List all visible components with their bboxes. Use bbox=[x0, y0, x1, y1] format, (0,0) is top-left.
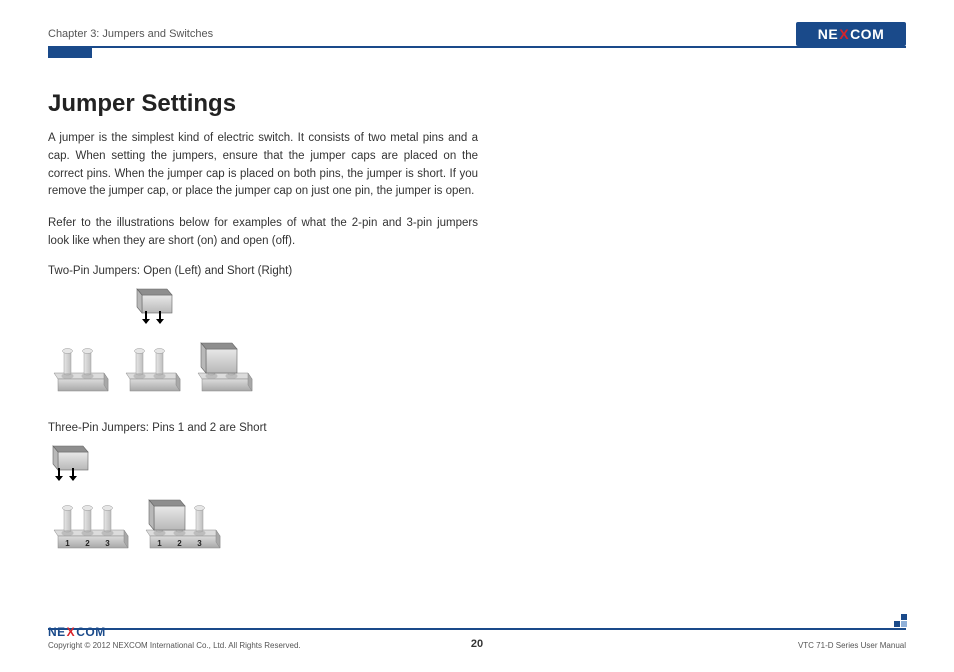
header-tab bbox=[48, 48, 92, 58]
jumper-base bbox=[194, 325, 256, 400]
svg-text:1: 1 bbox=[157, 539, 162, 548]
jumper-unit bbox=[50, 325, 112, 400]
chapter-label: Chapter 3: Jumpers and Switches bbox=[48, 28, 213, 40]
jumper-svg: 1 2 3 bbox=[50, 482, 132, 552]
logo-text-pre: NE bbox=[48, 625, 66, 639]
logo-text-post: COM bbox=[850, 26, 884, 42]
down-arrow-icon bbox=[58, 468, 60, 480]
jumper-cap-floating bbox=[50, 444, 88, 470]
paragraph-2: Refer to the illustrations below for exa… bbox=[48, 215, 478, 251]
page-title: Jumper Settings bbox=[48, 90, 478, 118]
caption-two-pin: Two-Pin Jumpers: Open (Left) and Short (… bbox=[48, 265, 478, 277]
jumper-svg: 1 2 3 bbox=[142, 482, 224, 552]
logo-text-post: COM bbox=[76, 625, 106, 639]
nexcom-logo-top: NEXCOM bbox=[796, 22, 906, 46]
svg-text:2: 2 bbox=[177, 539, 182, 548]
jumper-base: 1 2 3 bbox=[142, 482, 224, 557]
down-arrow-icon bbox=[159, 311, 161, 323]
logo-text-x: X bbox=[67, 625, 76, 639]
content-column: Jumper Settings A jumper is the simplest… bbox=[48, 90, 478, 579]
jumper-unit: 1 2 3 bbox=[50, 444, 132, 557]
jumper-base: 1 2 3 bbox=[50, 482, 132, 557]
svg-text:1: 1 bbox=[65, 539, 70, 548]
jumper-svg bbox=[122, 325, 184, 395]
paragraph-1: A jumper is the simplest kind of electri… bbox=[48, 130, 478, 201]
two-pin-illustration-row bbox=[48, 287, 478, 400]
jumper-unit bbox=[194, 325, 256, 400]
jumper-svg bbox=[194, 325, 256, 395]
svg-text:3: 3 bbox=[197, 539, 202, 548]
header-rule bbox=[48, 46, 906, 48]
down-arrow-icon bbox=[72, 468, 74, 480]
logo-text-x: X bbox=[839, 26, 849, 42]
jumper-unit: 1 2 3 bbox=[142, 482, 224, 557]
three-pin-illustration-row: 1 2 3 1 2 3 bbox=[48, 444, 478, 557]
caption-three-pin: Three-Pin Jumpers: Pins 1 and 2 are Shor… bbox=[48, 422, 478, 434]
down-arrow-icon bbox=[145, 311, 147, 323]
footer-rule bbox=[48, 628, 906, 630]
manual-name: VTC 71-D Series User Manual bbox=[798, 641, 906, 650]
jumper-svg bbox=[50, 325, 112, 395]
copyright-text: Copyright © 2012 NEXCOM International Co… bbox=[48, 641, 301, 650]
logo-text-pre: NE bbox=[818, 26, 838, 42]
jumper-unit bbox=[122, 287, 184, 400]
nexcom-logo-bottom: NEXCOM bbox=[48, 624, 120, 640]
jumper-cap-floating bbox=[134, 287, 172, 313]
jumper-base bbox=[50, 325, 112, 400]
jumper-base bbox=[122, 325, 184, 400]
page-number: 20 bbox=[471, 638, 483, 650]
svg-text:3: 3 bbox=[105, 539, 110, 548]
svg-text:2: 2 bbox=[85, 539, 90, 548]
footer-corner-icon bbox=[894, 614, 908, 628]
